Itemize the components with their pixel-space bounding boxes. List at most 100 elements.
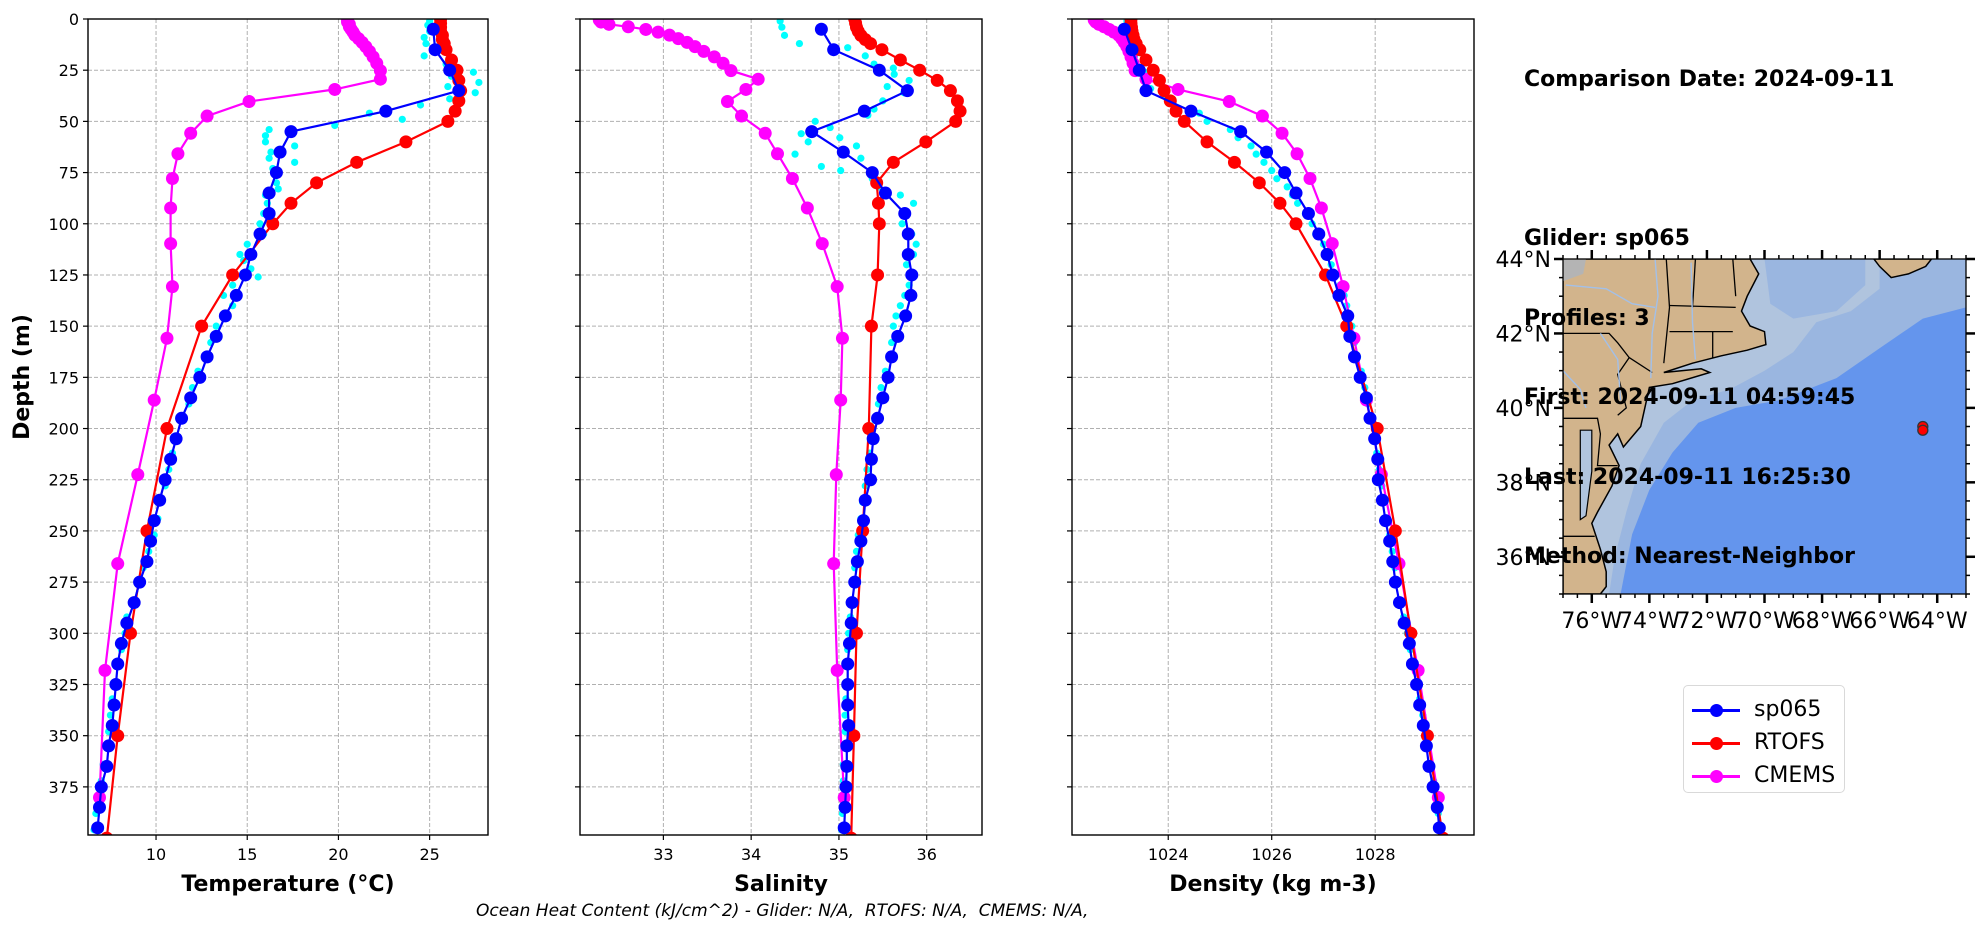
point-glider (92, 800, 106, 814)
point-glider_raw (265, 125, 273, 134)
point-rtofs (195, 319, 209, 333)
point-glider (1343, 329, 1357, 343)
point-rtofs (893, 53, 907, 67)
point-glider (881, 370, 895, 384)
point-glider (865, 166, 879, 180)
point-cmems (160, 331, 174, 345)
point-glider_raw (291, 158, 299, 166)
point-glider_raw (444, 82, 452, 91)
point-rtofs (1139, 53, 1153, 67)
point-rtofs (1273, 196, 1287, 210)
point-glider_raw (804, 138, 812, 146)
point-rtofs (140, 524, 154, 538)
point-glider_raw (212, 322, 220, 330)
point-rtofs (875, 43, 889, 57)
point-glider (218, 309, 232, 323)
point-glider (1117, 22, 1131, 36)
point-glider (144, 534, 158, 548)
comparison-date: Comparison Date: 2024-09-11 (1524, 67, 1895, 92)
point-cmems (834, 393, 848, 407)
y-tick-label: 25 (59, 61, 79, 80)
series-glider (1117, 22, 1446, 835)
panel-temperature: 10 15 20 2502550751001251501752002252502753… (10, 10, 489, 897)
point-glider (904, 288, 918, 302)
state-border (1563, 417, 1618, 467)
point-glider_raw (1252, 150, 1260, 158)
point-glider (901, 227, 915, 241)
point-glider (841, 698, 855, 712)
point-glider_raw (261, 138, 270, 146)
point-glider (872, 63, 886, 77)
x-tick-label: 1024 (1148, 845, 1189, 864)
point-rtofs (448, 104, 462, 118)
point-glider_raw (890, 70, 898, 78)
point-glider_raw (261, 132, 270, 140)
river (1599, 333, 1622, 401)
map-lon-label: 76°W (1561, 609, 1622, 634)
point-cmems (651, 25, 665, 39)
point-glider (1375, 493, 1389, 507)
point-rtofs (1388, 524, 1402, 538)
point-cmems (800, 201, 814, 215)
point-glider_raw (889, 322, 897, 330)
point-glider (102, 739, 116, 753)
point-glider (120, 616, 134, 630)
point-cmems (621, 20, 635, 34)
point-glider_raw (896, 302, 904, 310)
point-cmems (147, 393, 161, 407)
point-glider (127, 596, 141, 610)
point-glider_raw (274, 185, 282, 193)
y-tick-label: 175 (48, 368, 79, 387)
series-group (1087, 19, 1449, 835)
point-cmems (830, 663, 844, 677)
point-rtofs (1146, 63, 1160, 77)
point-cmems (1314, 201, 1328, 215)
point-rtofs (919, 135, 933, 149)
point-glider_raw (852, 142, 861, 150)
point-glider (1388, 575, 1402, 589)
point-glider (153, 493, 167, 507)
point-glider (244, 247, 258, 261)
point-rtofs (953, 104, 967, 118)
state-border (1691, 259, 1697, 308)
point-rtofs (930, 73, 944, 87)
point-glider (1386, 555, 1400, 569)
panel-salinity: 33 34 35 36 Salinity (575, 18, 983, 897)
point-glider_raw (909, 199, 918, 207)
point-glider_raw (422, 39, 430, 48)
point-glider_raw (912, 240, 920, 248)
state-border (1669, 304, 1736, 309)
point-glider (841, 677, 855, 691)
land-us (1563, 259, 1767, 594)
grid (88, 18, 488, 835)
point-rtofs (864, 37, 878, 51)
point-cmems (1171, 82, 1185, 96)
point-glider (885, 350, 899, 364)
point-glider_raw (780, 31, 789, 39)
x-tick-label: 25 (419, 845, 439, 864)
point-glider (876, 391, 890, 405)
point-glider (901, 247, 915, 261)
point-glider_raw (811, 117, 819, 125)
point-glider (209, 329, 223, 343)
point-glider (379, 104, 393, 118)
y-tick-label: 50 (59, 112, 79, 131)
axes-frame (1071, 18, 1475, 836)
point-glider (1392, 596, 1406, 610)
x-axis-label: Density (kg m-3) (1169, 872, 1377, 897)
point-glider (1260, 145, 1274, 159)
point-glider_raw (1293, 199, 1302, 207)
point-cmems (830, 280, 844, 294)
point-cmems (735, 109, 749, 123)
point-cmems (200, 109, 214, 123)
point-rtofs (399, 135, 413, 149)
point-glider (844, 616, 858, 630)
point-glider_raw (892, 312, 900, 320)
point-glider (840, 759, 854, 773)
point-glider (1368, 432, 1382, 446)
y-tick-label: 300 (48, 624, 79, 643)
point-glider (1379, 514, 1393, 528)
point-glider (164, 452, 178, 466)
point-glider (854, 534, 868, 548)
